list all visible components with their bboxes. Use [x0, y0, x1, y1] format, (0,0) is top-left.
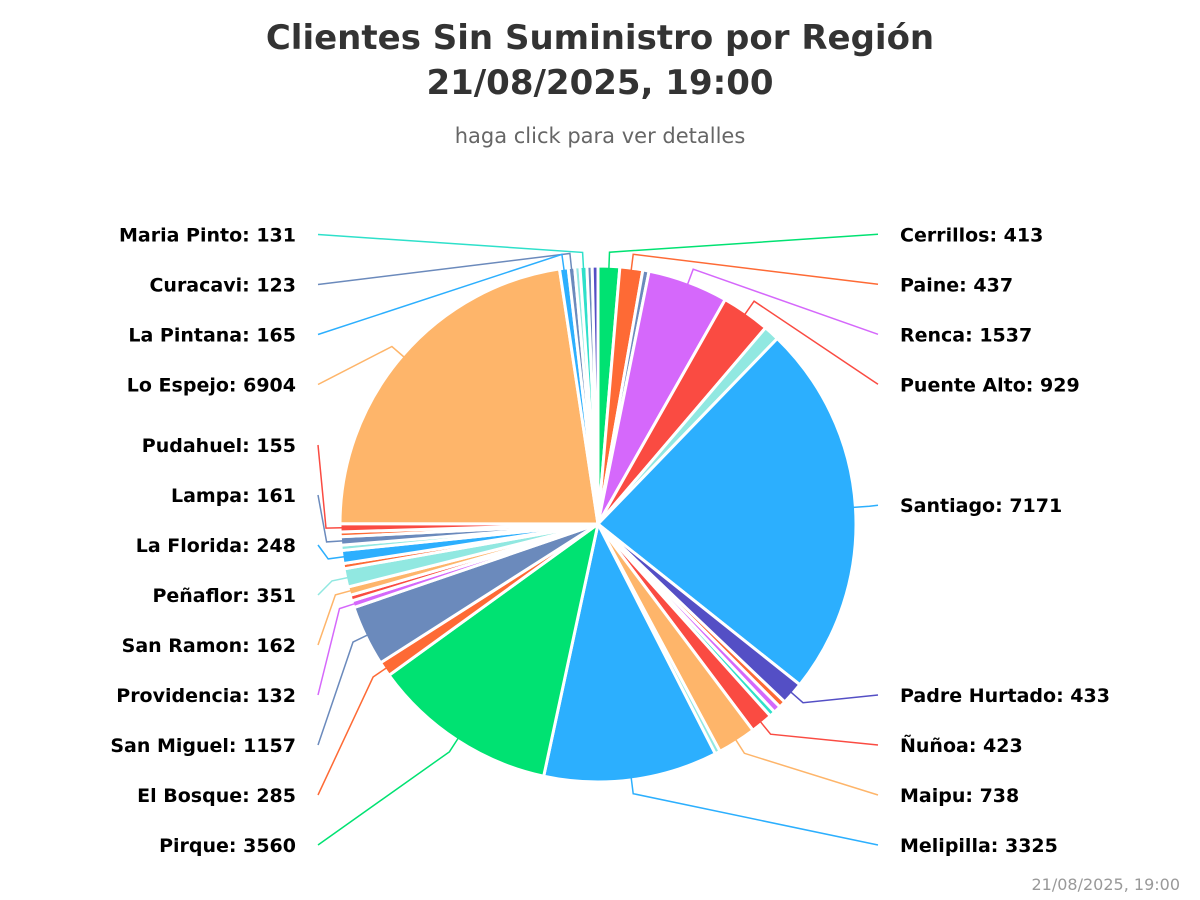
connector-maria-pinto [317, 233, 585, 269]
data-label-pirque[interactable]: Pirque: 3560 [159, 835, 296, 857]
data-label-lampa[interactable]: Lampa: 161 [171, 485, 296, 507]
data-label-santiago[interactable]: Santiago: 7171 [900, 495, 1062, 517]
pie-slice-34[interactable] [590, 264, 600, 526]
connector-padre-hurtado [790, 691, 879, 704]
data-label-la-pintana[interactable]: La Pintana: 165 [128, 325, 296, 347]
data-label-penaflor[interactable]: Peñaflor: 351 [152, 585, 296, 607]
connector-santiago [853, 504, 879, 509]
data-label-nunoa[interactable]: Ñuñoa: 423 [900, 733, 1023, 757]
data-label-maipu[interactable]: Maipu: 738 [900, 785, 1019, 807]
data-label-padre-hurtado[interactable]: Padre Hurtado: 433 [900, 685, 1110, 707]
data-label-la-florida[interactable]: La Florida: 248 [136, 535, 296, 557]
data-label-providencia[interactable]: Providencia: 132 [116, 685, 296, 707]
data-label-maria-pinto[interactable]: Maria Pinto: 131 [119, 225, 296, 247]
data-label-paine[interactable]: Paine: 437 [900, 274, 1013, 296]
connector-renca [686, 268, 879, 336]
data-label-melipilla[interactable]: Melipilla: 3325 [900, 835, 1058, 857]
data-label-curacavi[interactable]: Curacavi: 123 [149, 275, 296, 297]
connector-la-florida [317, 544, 345, 560]
data-label-renca[interactable]: Renca: 1537 [900, 324, 1032, 346]
connector-curacavi [317, 252, 573, 286]
data-label-pudahuel[interactable]: Pudahuel: 155 [142, 435, 296, 457]
data-label-el-bosque[interactable]: El Bosque: 285 [137, 785, 296, 807]
connector-lampa [317, 494, 343, 543]
data-label-puente-alto[interactable]: Puente Alto: 929 [900, 374, 1080, 396]
data-label-san-ramon[interactable]: San Ramon: 162 [122, 635, 296, 657]
chart-subtitle: haga click para ver detalles [455, 124, 746, 148]
connector-paine [630, 253, 879, 286]
pie-slices [338, 264, 858, 784]
chart-timestamp: 21/08/2025, 19:00 [1032, 875, 1181, 894]
connector-san-miguel [317, 634, 368, 746]
connector-el-bosque [317, 667, 387, 796]
data-labels: Cerrillos: 413 Paine: 437 Renca: 1537 Puent… [110, 224, 1110, 857]
connector-maipu [735, 739, 879, 796]
chart-title-line-1: Clientes Sin Suministro por Región [266, 18, 934, 58]
data-label-san-miguel[interactable]: San Miguel: 1157 [110, 735, 296, 757]
data-label-lo-espejo[interactable]: Lo Espejo: 6904 [127, 375, 296, 397]
connector-melipilla [630, 777, 879, 846]
connector-san-ramon [317, 589, 351, 646]
connector-pirque [317, 737, 459, 846]
pie-slice-lo-espejo[interactable] [338, 267, 600, 526]
connector-puente-alto [744, 300, 879, 385]
connector-penaflor [317, 576, 348, 596]
connector-nunoa [759, 721, 879, 746]
connector-providencia [317, 602, 355, 696]
connector-cerrillos [608, 233, 879, 269]
label-connectors [317, 233, 879, 846]
chart-title-line-2: 21/08/2025, 19:00 [426, 63, 773, 103]
connector-pudahuel [317, 444, 343, 529]
data-label-cerrillos[interactable]: Cerrillos: 413 [900, 224, 1043, 246]
connector-lo-espejo [317, 345, 405, 386]
connector-la-pintana [317, 253, 565, 336]
